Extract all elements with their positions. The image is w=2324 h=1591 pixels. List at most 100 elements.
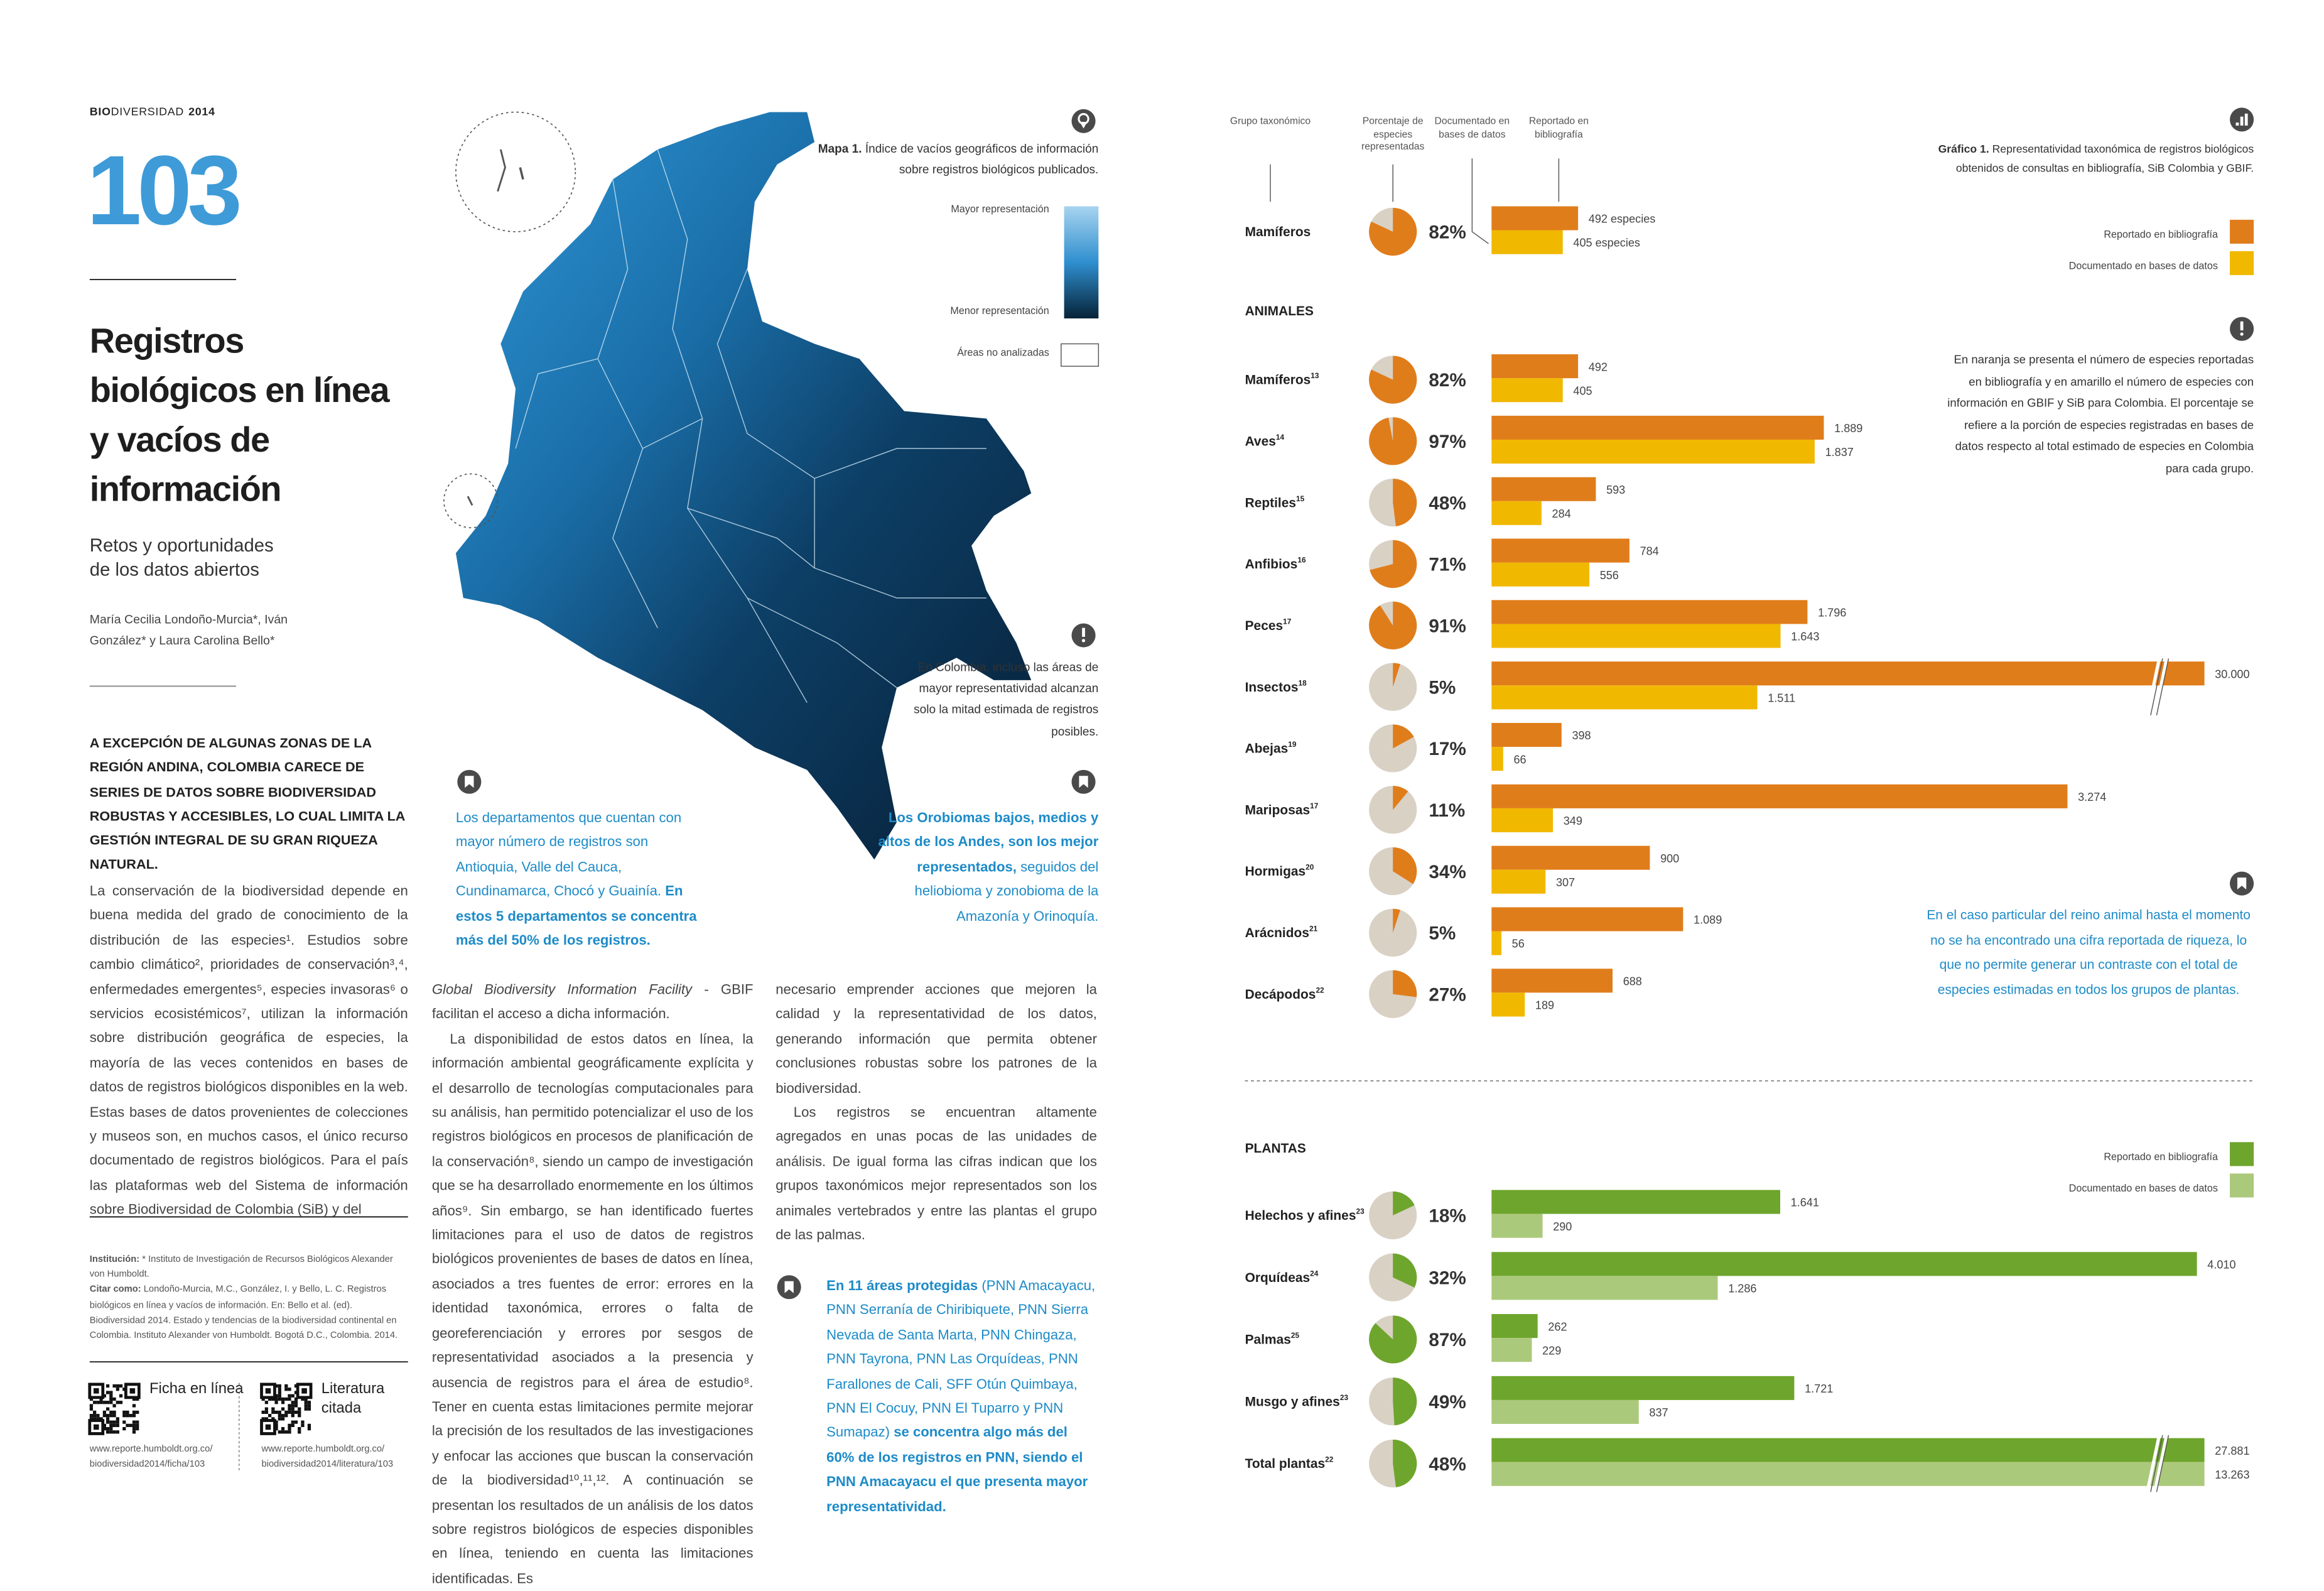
article-subtitle: Retos y oportunidades de los datos abier… xyxy=(89,535,274,580)
pie-slice xyxy=(1393,908,1400,933)
qr-cell xyxy=(288,1427,291,1431)
pie-slice xyxy=(1369,601,1417,649)
header-bold: BIO xyxy=(89,104,111,119)
axis-break xyxy=(2146,1433,2161,1491)
qr-cell xyxy=(284,1410,288,1415)
pie-slice xyxy=(1393,1377,1417,1426)
qr-cell xyxy=(307,1407,311,1411)
qr-cell xyxy=(281,1417,285,1421)
qr-cell xyxy=(271,1417,275,1421)
qr-cell xyxy=(278,1391,281,1394)
bar-bib xyxy=(1491,538,1630,563)
caption-text: Índice de vacíos geográficos de informac… xyxy=(862,142,1099,176)
glyph xyxy=(1079,121,1088,129)
qr-cell xyxy=(291,1410,295,1415)
name: Mariposas xyxy=(1245,803,1311,817)
callout-orobiomes: Los Orobiomas bajos, medios y altos de l… xyxy=(867,806,1098,928)
qr-cell xyxy=(298,1414,301,1418)
bar-label: 189 xyxy=(1535,999,1554,1012)
glyph xyxy=(1082,627,1085,637)
bar-label: 492 xyxy=(1589,361,1608,373)
reference: 14 xyxy=(1276,433,1285,442)
qr-cell xyxy=(102,1394,106,1398)
caption-label: Gráfico 1. xyxy=(1938,142,1989,156)
qr-cell xyxy=(116,1430,119,1434)
qr-cell xyxy=(281,1414,285,1418)
name: Aves xyxy=(1245,434,1276,448)
qr-cell xyxy=(112,1410,116,1415)
bar-label: 3.274 xyxy=(2078,791,2106,803)
icon-mark xyxy=(2230,871,2254,896)
bar-bib xyxy=(1491,600,1808,624)
qr-cell xyxy=(109,1430,113,1434)
percentage-label: 82% xyxy=(1429,222,1466,243)
bar-label: 262 xyxy=(1548,1320,1567,1333)
qr-cell xyxy=(109,1414,113,1418)
qr-cell xyxy=(288,1430,291,1434)
body-column: Global Biodiversity Information Facility… xyxy=(432,978,754,1591)
bar-bib xyxy=(1491,1190,1780,1214)
qr-cell xyxy=(105,1430,110,1434)
bar-label: 307 xyxy=(1556,876,1575,889)
qr-cell xyxy=(274,1397,278,1401)
qr-cell xyxy=(96,1401,100,1404)
bar-label: 284 xyxy=(1552,508,1571,520)
qr-cell xyxy=(122,1410,126,1415)
pie-slice xyxy=(1393,847,1417,884)
qr-cell xyxy=(93,1414,97,1418)
link-label: Ficha en línea xyxy=(149,1381,244,1398)
qr-cell xyxy=(268,1414,272,1418)
glyph xyxy=(2235,122,2239,126)
qr-cell xyxy=(274,1420,278,1424)
qr-cell xyxy=(278,1414,281,1418)
qr-finder xyxy=(93,1424,99,1430)
qr-cell xyxy=(96,1414,100,1418)
bar-bib xyxy=(1491,415,1824,440)
legend-label: Áreas no analizadas xyxy=(957,348,1049,359)
qr-cell xyxy=(281,1430,285,1434)
glyph xyxy=(2244,113,2248,126)
qr-cell xyxy=(278,1384,281,1388)
bar-bib xyxy=(1491,784,2068,808)
qr-cell xyxy=(294,1401,298,1404)
glyph xyxy=(784,1281,794,1293)
name: Orquídeas xyxy=(1245,1271,1311,1285)
name: Abejas xyxy=(1245,742,1289,756)
qr-cell xyxy=(126,1423,129,1428)
qr-finder xyxy=(301,1388,307,1394)
percentage-label: 32% xyxy=(1429,1268,1466,1288)
legend-label: Reportado en bibliografía xyxy=(2104,229,2218,240)
callout-departments: Los departamentos que cuentan con mayor … xyxy=(456,806,713,953)
bold-text: En estos 5 departamentos se concentra má… xyxy=(455,884,697,948)
qr-cell xyxy=(136,1410,139,1415)
bar-label: 1.511 xyxy=(1768,692,1795,704)
article-title: Registros biológicos en línea y vacíos d… xyxy=(89,321,390,509)
credits: Institución: * Instituto de Investigació… xyxy=(90,1252,408,1344)
bar-db xyxy=(1491,378,1563,403)
map-borders xyxy=(515,149,986,703)
paragraph: Global Biodiversity Information Facility… xyxy=(432,978,754,1027)
bar-db xyxy=(1491,869,1546,894)
qr-cell xyxy=(304,1397,308,1401)
group-name: Hormigas20 xyxy=(1245,863,1314,879)
qr-cell xyxy=(119,1401,123,1404)
map-inset xyxy=(443,111,576,528)
qr-finder xyxy=(265,1424,271,1430)
qr-cell xyxy=(274,1384,278,1388)
qr-cell xyxy=(116,1384,119,1388)
colombia-map xyxy=(455,112,1032,860)
bar-db xyxy=(1491,808,1554,832)
qr-cell xyxy=(116,1387,119,1391)
legend-swatch xyxy=(2230,219,2254,244)
qr-cell xyxy=(281,1407,285,1411)
reference: 22 xyxy=(1316,986,1324,994)
bar-label: 900 xyxy=(1660,852,1679,865)
qr-cell xyxy=(93,1410,97,1415)
qr-cell xyxy=(122,1387,126,1391)
qr-cell xyxy=(109,1420,113,1424)
bar-label: 1.286 xyxy=(1728,1283,1756,1295)
qr-cell xyxy=(122,1427,126,1431)
legend-label: Menor representación xyxy=(950,306,1049,317)
credit-text: Londoño-Murcia, M.C., González, I. y Bel… xyxy=(89,1284,398,1341)
